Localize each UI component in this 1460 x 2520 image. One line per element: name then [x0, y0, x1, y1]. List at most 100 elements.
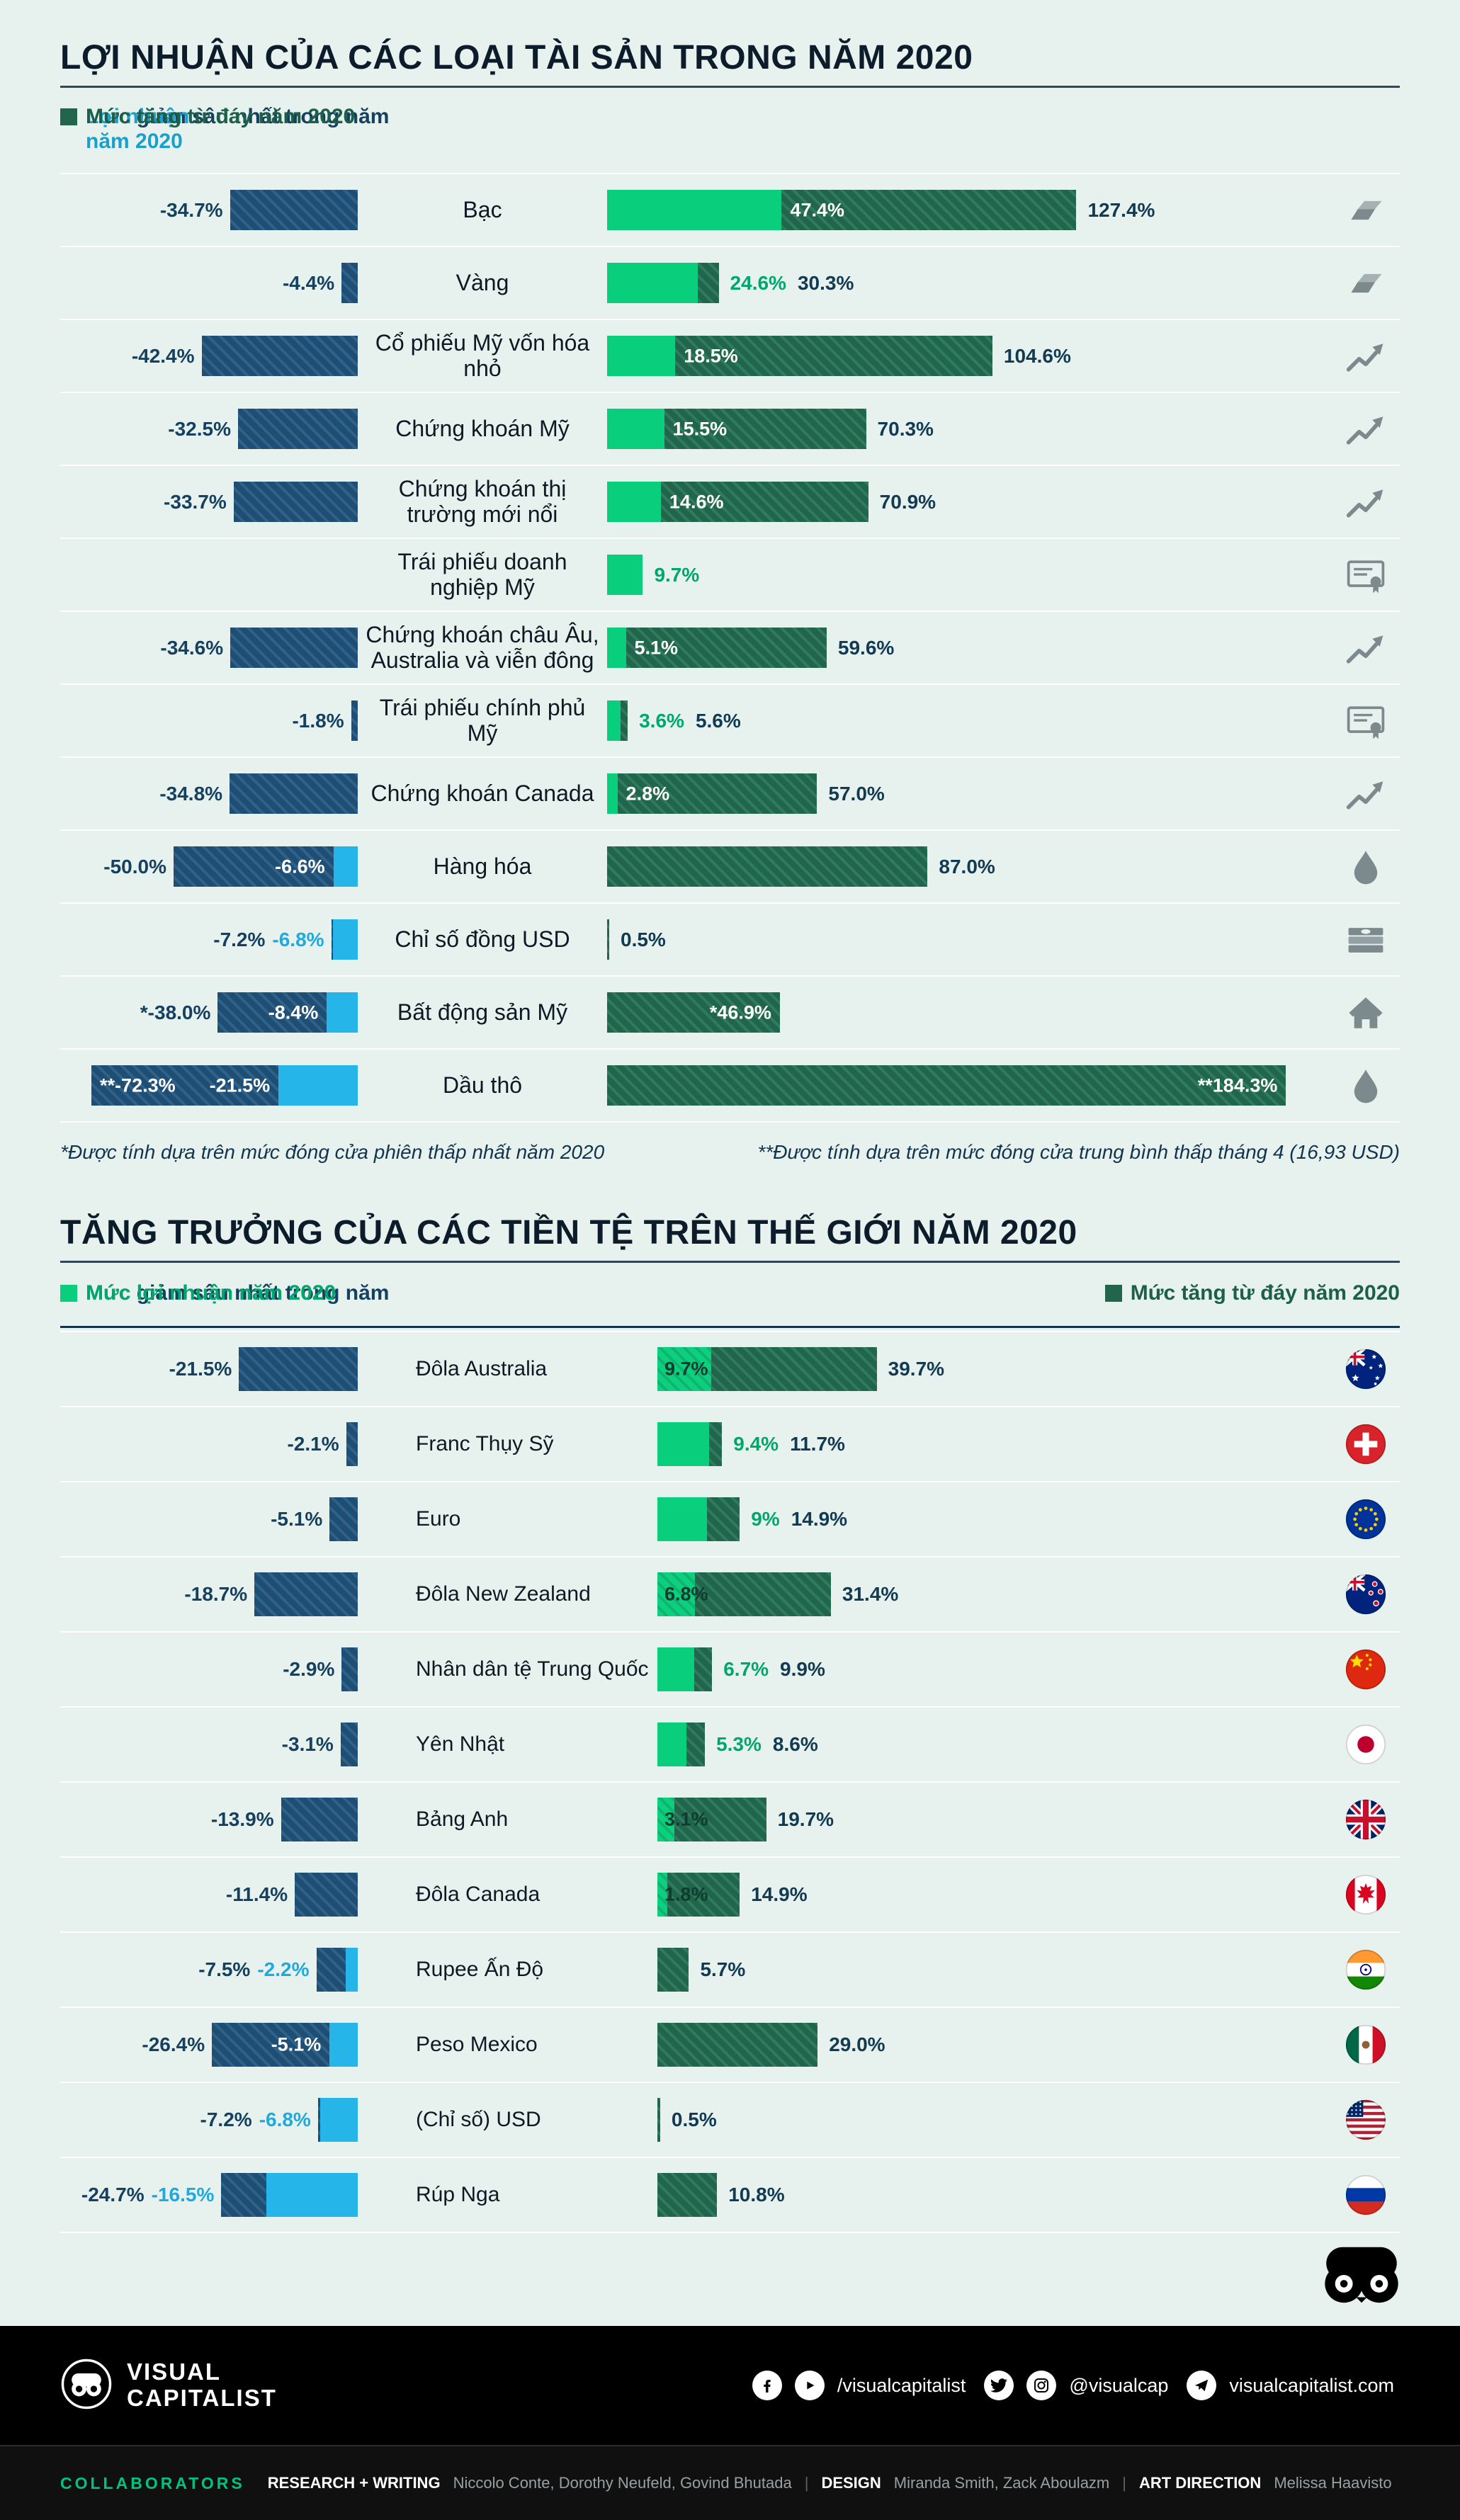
asset-row: -34.6% Chứng khoán châu Âu, Australia và … — [60, 612, 1400, 685]
return-label: 24.6% — [730, 271, 786, 294]
legend-label: Mức tăng từ đáy năm 2020 — [86, 105, 356, 128]
bottom-gain-bar — [657, 1948, 689, 1992]
return-label: 2.8% — [626, 783, 670, 804]
currency-row: -11.4% Đôla Canada 1.8% 14.9% — [60, 1858, 1400, 1933]
asset-name: Hàng hóa — [433, 853, 532, 879]
return-label: 15.5% — [672, 418, 728, 439]
return-label: 9.7% — [664, 1358, 708, 1380]
gain-zone: 3.6% 5.6% — [607, 700, 1332, 741]
bottom-gain-label: 59.6% — [837, 636, 895, 659]
decline-label: -33.7% — [164, 490, 227, 513]
flag-russia-icon — [1332, 2174, 1400, 2215]
decline-zone: -21.5% — [60, 1347, 358, 1391]
return-label: 9.7% — [654, 563, 700, 586]
return-bar — [657, 1647, 695, 1691]
flag-eu-icon — [1332, 1499, 1400, 1540]
title-rule — [60, 1261, 1400, 1263]
instagram-icon[interactable] — [1026, 2371, 1057, 2400]
decline-bar — [341, 1647, 358, 1691]
currency-name: Rúp Nga — [416, 2183, 500, 2206]
return-bar — [657, 1722, 687, 1766]
decline-bar — [341, 263, 358, 303]
return-bar — [657, 1422, 710, 1466]
house-icon — [1332, 992, 1400, 1033]
flag-canada-icon — [1332, 1874, 1400, 1915]
decline-zone: -13.9% — [60, 1798, 358, 1841]
visual-capitalist-mark-icon — [1314, 2247, 1409, 2310]
bottom-gain-label: *46.9% — [709, 1001, 771, 1023]
currency-growth-chart: TĂNG TRƯỞNG CỦA CÁC TIỀN TỆ TRÊN THẾ GIỚ… — [0, 1164, 1460, 2322]
twitter-icon[interactable] — [984, 2371, 1014, 2400]
decline-bar: **-72.3% -21.5% — [91, 1065, 358, 1106]
bottom-gain-bar: 3.1% — [657, 1798, 766, 1841]
bottom-gain-label: 87.0% — [939, 855, 995, 878]
return-label: 47.4% — [790, 199, 845, 220]
bottom-gain-bar: 9.7% — [657, 1347, 877, 1391]
telegram-icon[interactable] — [1187, 2371, 1217, 2400]
gain-zone: 14.6% 70.9% — [607, 482, 1332, 522]
gain-zone: 6.8% 31.4% — [657, 1572, 1332, 1616]
currency-row: -2.1% Franc Thụy Sỹ 9.4% 11.7% — [60, 1407, 1400, 1482]
decline-label: -34.6% — [160, 636, 224, 659]
asset-name: Vàng — [455, 269, 509, 295]
decline-bar — [331, 919, 358, 960]
bottom-gain-bar — [657, 1422, 723, 1466]
decline-label: -4.4% — [282, 271, 335, 294]
gain-zone: 29.0% — [657, 2023, 1332, 2067]
gain-zone: 5.7% — [657, 1948, 1332, 1992]
currency-row: -7.2% -6.8% (Chỉ số) USD 0.5% — [60, 2083, 1400, 2158]
bottom-gain-label: 39.7% — [888, 1358, 945, 1380]
cash-stack-icon — [1332, 919, 1400, 961]
flag-japan-icon — [1332, 1724, 1400, 1765]
legend-swatch-green — [60, 1285, 77, 1302]
legend-label: Mức giảm sâu nhất trong năm — [86, 1281, 390, 1305]
bottom-gain-bar — [657, 1497, 740, 1541]
negative-return-bar — [345, 1948, 358, 1992]
bottom-gain-label: **184.3% — [1197, 1074, 1278, 1096]
bottom-gain-bar — [657, 2098, 660, 2142]
bottom-gain-label: 31.4% — [842, 1583, 899, 1605]
research-names: Niccolo Conte, Dorothy Neufeld, Govind B… — [453, 2474, 792, 2492]
currency-name: Đôla Canada — [416, 1883, 541, 1906]
bottom-gain-bar — [657, 2023, 818, 2067]
chart2-legend: Mức giảm sâu nhất trong năm Mức lợi nhuậ… — [60, 1274, 1400, 1328]
currency-row: -26.4% -5.1% Peso Mexico 29.0% — [60, 2008, 1400, 2083]
instagram-handle[interactable]: @visualcap — [1069, 2374, 1169, 2396]
decline-zone: -3.1% — [60, 1722, 358, 1766]
asset-returns-chart: LỢI NHUẬN CỦA CÁC LOẠI TÀI SẢN TRONG NĂM… — [0, 0, 1460, 1164]
bottom-gain-bar: 6.8% — [657, 1572, 831, 1616]
silver-ingot-icon — [1332, 189, 1400, 232]
bottom-gain-label: 19.7% — [777, 1808, 834, 1830]
return-bar — [607, 263, 698, 303]
facebook-icon[interactable] — [752, 2371, 782, 2400]
gain-zone: 9.7% — [607, 555, 1332, 595]
bottom-gain-label: 8.6% — [772, 1733, 818, 1755]
decline-bar — [329, 1497, 358, 1541]
decline-label: -32.5% — [168, 417, 231, 440]
website-link[interactable]: visualcapitalist.com — [1229, 2374, 1394, 2396]
footer: VISUAL CAPITALIST /visualcapitalist @vis… — [0, 2326, 1460, 2445]
bottom-gain-label: 29.0% — [829, 2033, 885, 2055]
legend-item-deepest-decline: Mức giảm sâu nhất trong năm — [60, 105, 389, 130]
asset-rows: -34.7% Bạc 47.4% 127.4% -4.4% Vàng 24.6% 30.3% -… — [60, 173, 1400, 1123]
gain-zone: 9% 14.9% — [657, 1497, 1332, 1541]
gain-zone: 9.4% 11.7% — [657, 1422, 1332, 1466]
decline-zone: -2.1% — [60, 1422, 358, 1466]
social-handle[interactable]: /visualcapitalist — [837, 2374, 966, 2396]
decline-zone: -34.8% — [60, 773, 358, 814]
gain-zone: 1.8% 14.9% — [657, 1873, 1332, 1917]
footnote-right: **Được tính dựa trên mức đóng cửa trung … — [757, 1141, 1400, 1163]
gain-zone: *46.9% — [607, 992, 1332, 1033]
decline-label: -34.8% — [159, 782, 223, 805]
bond-certificate-icon — [1332, 554, 1400, 596]
decline-bar: -5.1% — [212, 2023, 358, 2067]
youtube-icon[interactable] — [794, 2371, 825, 2400]
currency-name: (Chỉ số) USD — [416, 2108, 541, 2131]
negative-return-bar — [266, 2173, 358, 2217]
bottom-gain-bar — [657, 1647, 713, 1691]
bottom-gain-bar — [607, 919, 609, 960]
decline-zone: -7.2% -6.8% — [60, 919, 358, 960]
negative-return-bar — [333, 846, 358, 887]
return-label: 14.6% — [669, 491, 724, 512]
decline-label: *-38.0% — [140, 1001, 211, 1023]
